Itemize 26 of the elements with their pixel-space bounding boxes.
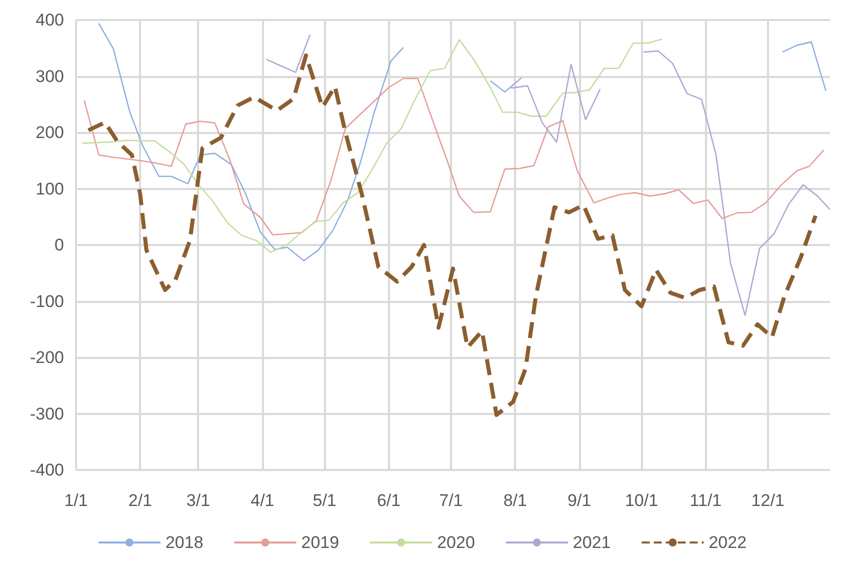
y-tick-label: -400	[30, 460, 64, 480]
y-tick-label: 400	[36, 10, 64, 30]
x-tick-label: 1/1	[64, 491, 88, 510]
legend-label: 2021	[572, 533, 611, 552]
x-tick-label: 8/1	[503, 491, 527, 510]
x-tick-label: 10/1	[624, 491, 658, 510]
x-tick-label: 5/1	[312, 491, 336, 510]
x-tick-label: 3/1	[186, 491, 210, 510]
y-tick-label: 0	[54, 236, 64, 254]
x-tick-label: 11/1	[690, 491, 722, 510]
y-tick-label: 200	[36, 123, 64, 142]
x-tick-label: 7/1	[439, 491, 463, 510]
legend-label: 2020	[437, 533, 475, 552]
x-tick-label: 2/1	[128, 491, 152, 510]
legend-label: 2019	[301, 533, 340, 552]
x-tick-label: 9/1	[568, 491, 592, 510]
x-tick-label: 12/1	[751, 491, 784, 510]
legend-label: 2022	[708, 533, 747, 552]
y-tick-label: 300	[36, 66, 64, 86]
y-tick-label: -300	[30, 404, 64, 424]
y-tick-label: -100	[30, 292, 64, 311]
y-tick-label: -200	[30, 348, 64, 367]
legend-label: 2018	[165, 533, 204, 552]
x-tick-label: 4/1	[250, 491, 274, 510]
y-tick-label: 100	[36, 179, 64, 198]
x-tick-label: 6/1	[376, 491, 401, 510]
